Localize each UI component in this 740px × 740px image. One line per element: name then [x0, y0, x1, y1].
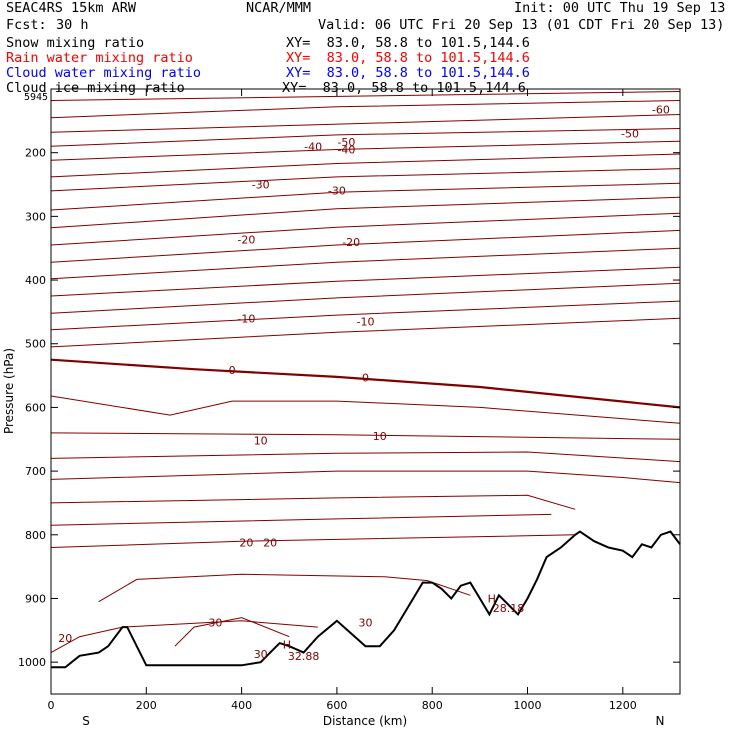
y-tick-label: 700	[25, 465, 46, 478]
y-tick-label: 400	[25, 274, 46, 287]
isotherm-label: 10	[373, 430, 387, 443]
isotherm-line	[50, 91, 681, 101]
y-tick-label: 800	[25, 529, 46, 542]
valid-label: Valid: 06 UTC Fri 20 Sep 13 (01 CDT Fri …	[318, 17, 725, 33]
field-rain-name: Rain water mixing ratio	[6, 50, 193, 66]
isotherm-label: 30	[254, 648, 268, 661]
isotherm-line	[50, 395, 681, 424]
x-tick-label: 800	[422, 699, 443, 712]
isotherm-line	[50, 168, 681, 192]
forecast-label: Fcst:	[6, 17, 47, 33]
isotherm-label: -40	[304, 140, 322, 153]
isotherm-line	[50, 140, 681, 161]
isotherm-label: -40	[337, 144, 355, 157]
isotherm-line	[50, 494, 576, 510]
isotherm-label: 10	[254, 435, 268, 448]
isotherm-label: -50	[621, 128, 639, 141]
isotherm-label: 20	[58, 632, 72, 645]
isotherm-line	[174, 617, 290, 647]
isotherm-line	[50, 212, 681, 246]
x-axis-title: Distance (km)	[323, 714, 407, 728]
isotherm-label: 0	[229, 364, 236, 377]
field-cloudice-name: Cloud ice mixing ratio	[6, 80, 185, 96]
isotherm-layer	[50, 91, 681, 654]
x-tick-label: 1000	[514, 699, 542, 712]
isotherm-line	[50, 470, 681, 484]
x-tick-label: 200	[136, 699, 157, 712]
x-tick-label: 1200	[609, 699, 637, 712]
field-snow-xy: XY= 83.0, 58.8 to 101.5,144.6	[286, 35, 530, 51]
y-tick-label: 1000	[18, 656, 46, 669]
isotherm-line	[50, 196, 681, 229]
y-tick-label: 200	[25, 147, 46, 160]
isotherm-line	[50, 282, 681, 314]
y-tick-label: 500	[25, 338, 46, 351]
isotherm-line	[50, 247, 681, 280]
field-snow-name: Snow mixing ratio	[6, 35, 145, 51]
isotherm-label: -10	[357, 315, 375, 328]
field-cloudwater-xy: XY= 83.0, 58.8 to 101.5,144.6	[286, 65, 530, 81]
isotherm-label: 0	[362, 372, 369, 385]
isotherm-line	[50, 229, 681, 263]
isotherm-label: -20	[237, 233, 255, 246]
isotherm-line	[50, 432, 681, 440]
isotherm-label: -10	[237, 312, 255, 325]
model-label: SEAC4RS 15km ARW	[6, 0, 137, 16]
isotherm-label: -60	[652, 103, 670, 116]
isotherm-label: H	[283, 638, 291, 651]
axis-layer: 0 200 400 600 800 1000 12002003004005006007008…	[18, 89, 680, 712]
isotherm-line	[50, 451, 681, 463]
isotherm-line	[50, 114, 681, 133]
x-axis-right-end-label: N	[656, 714, 665, 728]
isotherm-label: 32.88	[288, 650, 320, 663]
isotherm-line	[50, 128, 681, 147]
isotherm-label: 30	[208, 617, 222, 630]
isotherm-line	[50, 182, 681, 211]
isotherm-label: -30	[252, 179, 270, 192]
isotherm-label: 28.18	[493, 602, 525, 615]
field-cloudice-xy: XY= 83.0, 58.8 to 101.5,144.6	[282, 80, 526, 96]
y-tick-label: 300	[25, 210, 46, 223]
center-label: NCAR/MMM	[246, 0, 312, 16]
isotherm-line	[50, 534, 576, 548]
plot-frame	[50, 88, 681, 695]
isotherm-label: 20	[263, 536, 277, 549]
isotherm-line	[50, 513, 552, 526]
isotherm-label: 20	[239, 536, 253, 549]
y-tick-label: 600	[25, 401, 46, 414]
isotherm-line	[50, 317, 681, 348]
field-cloudwater-name: Cloud water mixing ratio	[6, 65, 202, 81]
x-tick-label: 400	[231, 699, 252, 712]
isotherm-label: 30	[359, 617, 373, 630]
x-tick-label: 600	[326, 699, 347, 712]
isotherm-line	[50, 300, 681, 331]
terrain-layer	[51, 530, 681, 669]
field-rain-xy: XY= 83.0, 58.8 to 101.5,144.6	[286, 50, 530, 66]
isotherm-label: -50	[337, 136, 355, 149]
isotherm-line	[50, 153, 681, 178]
x-axis-left-end-label: S	[82, 714, 90, 728]
isotherm-line	[50, 266, 681, 297]
x-tick-label: 0	[48, 699, 55, 712]
forecast-value: 30 h	[56, 17, 89, 33]
init-label: Init: 00 UTC Thu 19 Sep 13	[514, 0, 726, 16]
isotherm-line	[50, 100, 681, 119]
isotherm-label: -30	[328, 184, 346, 197]
isotherm-line	[50, 358, 681, 409]
top-corner-label: 5945	[24, 92, 49, 103]
y-tick-label: 900	[25, 592, 46, 605]
isotherm-label: H	[488, 593, 496, 606]
terrain-line	[51, 530, 681, 669]
y-axis-title: Pressure (hPa)	[2, 348, 16, 434]
isotherm-label: -20	[342, 236, 360, 249]
